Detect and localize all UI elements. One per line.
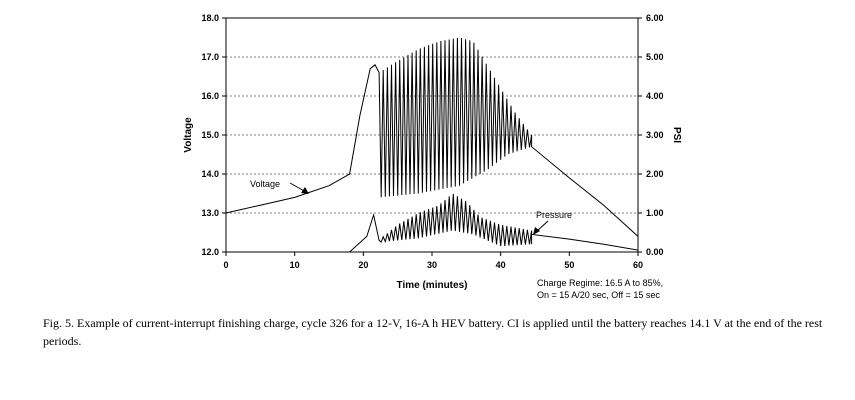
x-tick-label: 30 <box>427 260 437 270</box>
y-axis-title: Voltage <box>183 117 194 153</box>
y-tick-label: 18.0 <box>201 13 219 23</box>
charge-regime-line1: Charge Regime: 16.5 A to 85%, <box>537 278 663 288</box>
chart: 12.0 13.0 14.0 15.0 16.0 17.0 18.0 0.00 1.00 2.0… <box>183 13 682 300</box>
y-tick-label: 13.0 <box>201 208 219 218</box>
y2-tick-label: 1.00 <box>646 208 664 218</box>
charge-regime-line2: On = 15 A/20 sec, Off = 15 sec <box>537 290 660 300</box>
y2-tick-label: 5.00 <box>646 52 664 62</box>
y2-tick-label: 0.00 <box>646 247 664 257</box>
x-tick-label: 0 <box>223 260 228 270</box>
series-voltage-line <box>225 37 639 237</box>
voltage-arrow <box>289 182 309 194</box>
x-axis-ticks: 0 10 20 30 40 50 60 <box>223 252 643 270</box>
x-tick-label: 20 <box>358 260 368 270</box>
y-tick-label: 15.0 <box>201 130 219 140</box>
y2-axis-ticks: 0.00 1.00 2.00 3.00 4.00 5.00 6.00 <box>638 13 664 257</box>
y-tick-label: 14.0 <box>201 169 219 179</box>
y2-axis-title: PSI <box>671 127 682 143</box>
figure-caption: Fig. 5. Example of current-interrupt fin… <box>43 316 823 348</box>
x-axis-title: Time (minutes) <box>397 280 468 291</box>
x-tick-label: 60 <box>633 260 643 270</box>
voltage-annotation: Voltage <box>250 179 280 189</box>
y2-tick-label: 4.00 <box>646 91 664 101</box>
y2-tick-label: 6.00 <box>646 13 664 23</box>
pressure-arrow <box>533 220 549 235</box>
series-pressure-line <box>226 193 639 253</box>
y-tick-label: 16.0 <box>201 91 219 101</box>
y2-tick-label: 2.00 <box>646 169 664 179</box>
y-axis-ticks: 12.0 13.0 14.0 15.0 16.0 17.0 18.0 <box>201 13 226 257</box>
y-tick-label: 12.0 <box>201 247 219 257</box>
y2-tick-label: 3.00 <box>646 130 664 140</box>
pressure-annotation: Pressure <box>536 210 572 220</box>
x-tick-label: 10 <box>290 260 300 270</box>
x-tick-label: 50 <box>564 260 574 270</box>
x-tick-label: 40 <box>496 260 506 270</box>
y-tick-label: 17.0 <box>201 52 219 62</box>
